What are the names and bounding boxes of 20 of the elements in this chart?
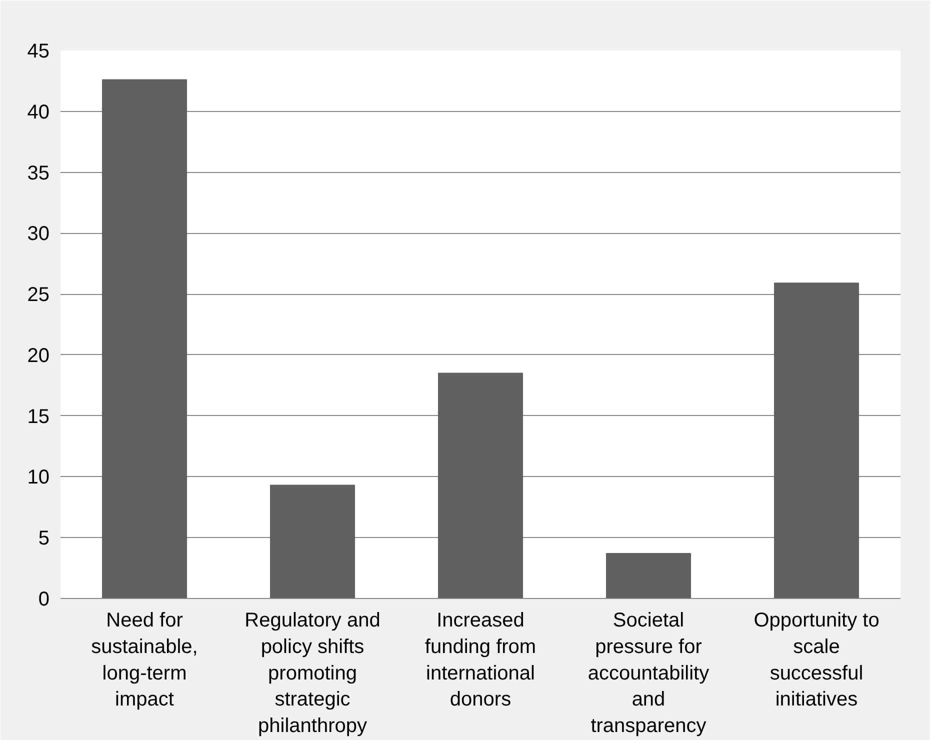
x-tick-label: Societal pressure for accountability and transparency bbox=[588, 610, 710, 738]
bar bbox=[438, 372, 523, 598]
x-tick-label: Opportunity to scale successful initiatives bbox=[754, 610, 880, 711]
bar bbox=[606, 552, 691, 598]
y-tick-label: 10 bbox=[27, 466, 50, 489]
y-tick-label: 20 bbox=[27, 344, 50, 367]
x-tick-label: Need for sustainable, long-term impact bbox=[91, 610, 198, 711]
y-tick-label: 30 bbox=[27, 223, 50, 246]
bar bbox=[774, 282, 859, 598]
y-tick-label: 25 bbox=[27, 284, 50, 306]
y-tick-label: 35 bbox=[27, 162, 50, 184]
bar bbox=[270, 484, 355, 598]
y-tick-label: 5 bbox=[38, 528, 50, 550]
x-tick-label: Regulatory and policy shifts promoting strategic philanthropy bbox=[244, 610, 380, 738]
bar bbox=[102, 79, 187, 598]
y-tick-label: 45 bbox=[27, 40, 50, 62]
y-tick-label: 40 bbox=[27, 101, 50, 124]
y-tick-label: 0 bbox=[38, 588, 50, 610]
x-tick-label: Increased funding from international donors bbox=[424, 610, 536, 711]
y-tick-label: 15 bbox=[27, 406, 50, 428]
